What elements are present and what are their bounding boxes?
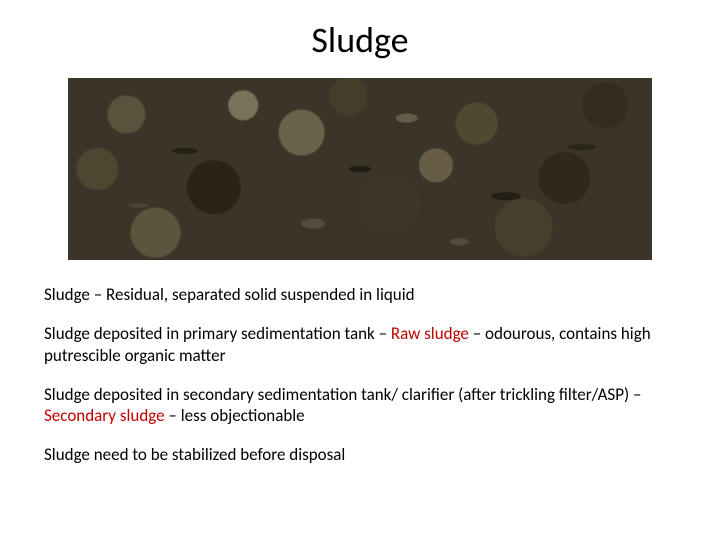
highlight-raw-sludge: Raw sludge: [391, 323, 469, 344]
paragraph-secondary-sludge: Sludge deposited in secondary sedimentat…: [44, 384, 676, 427]
paragraph-stabilize: Sludge need to be stabilized before disp…: [44, 444, 676, 465]
slide-title: Sludge: [44, 18, 676, 62]
slide-container: Sludge Sludge – Residual, separated soli…: [0, 0, 720, 540]
sludge-image: [68, 78, 652, 260]
highlight-secondary-sludge: Secondary sludge: [44, 405, 165, 426]
paragraph-definition: Sludge – Residual, separated solid suspe…: [44, 284, 676, 305]
text-run: Sludge deposited in primary sedimentatio…: [44, 323, 391, 344]
text-run: – less objectionable: [165, 405, 305, 426]
text-run: Sludge deposited in secondary sedimentat…: [44, 384, 642, 405]
paragraph-raw-sludge: Sludge deposited in primary sedimentatio…: [44, 323, 676, 366]
